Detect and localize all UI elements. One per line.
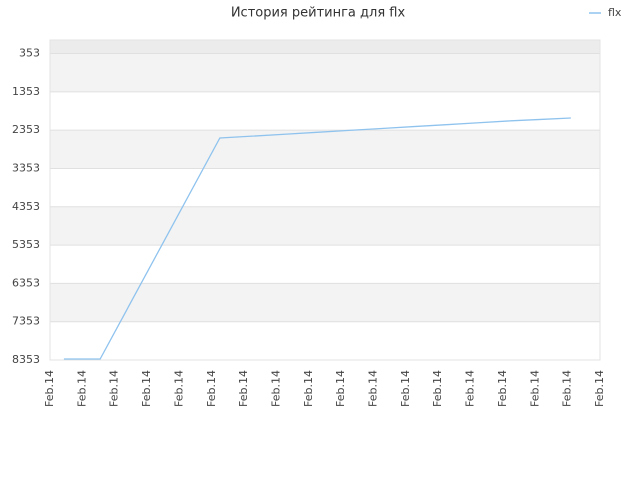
x-tick-label: Feb.14 (237, 370, 250, 407)
y-tick-label: 6353 (12, 276, 40, 289)
x-tick-label: Feb.14 (561, 370, 574, 407)
grid-band (50, 53, 600, 92)
y-tick-label: 353 (19, 47, 40, 60)
x-tick-label: Feb.14 (205, 370, 218, 407)
grid-band (50, 130, 600, 169)
x-tick-label: Feb.14 (269, 370, 282, 407)
y-tick-label: 1353 (12, 85, 40, 98)
y-tick-label: 2353 (12, 123, 40, 136)
x-tick-label: Feb.14 (431, 370, 444, 407)
x-tick-label: Feb.14 (140, 370, 153, 407)
x-tick-label: Feb.14 (75, 370, 88, 407)
x-tick-label: Feb.14 (43, 370, 56, 407)
x-tick-label: Feb.14 (302, 370, 315, 407)
x-tick-label: Feb.14 (496, 370, 509, 407)
x-tick-label: Feb.14 (367, 370, 380, 407)
grid-band (50, 91, 600, 131)
y-tick-label: 7353 (12, 315, 40, 328)
x-tick-label: Feb.14 (464, 370, 477, 407)
y-tick-label: 3353 (12, 161, 40, 174)
legend-label: flx (608, 6, 622, 19)
grid-band (50, 283, 600, 322)
x-tick-label: Feb.14 (334, 370, 347, 407)
grid-band (50, 168, 600, 207)
y-tick-label: 4353 (12, 200, 40, 213)
x-tick-label: Feb.14 (108, 370, 121, 407)
x-tick-label: Feb.14 (593, 370, 606, 407)
grid-band (50, 321, 600, 360)
plot-border (49, 39, 601, 361)
x-tick-label: Feb.14 (172, 370, 185, 407)
x-tick-label: Feb.14 (528, 370, 541, 407)
y-tick-label: 5353 (12, 238, 40, 251)
grid-band (50, 245, 600, 284)
grid-band (50, 206, 600, 246)
x-tick-label: Feb.14 (399, 370, 412, 407)
line-series (63, 117, 571, 360)
y-tick-label: 8353 (12, 353, 40, 366)
grid-band (50, 40, 600, 54)
chart-title: История рейтинга для flx (231, 6, 406, 21)
